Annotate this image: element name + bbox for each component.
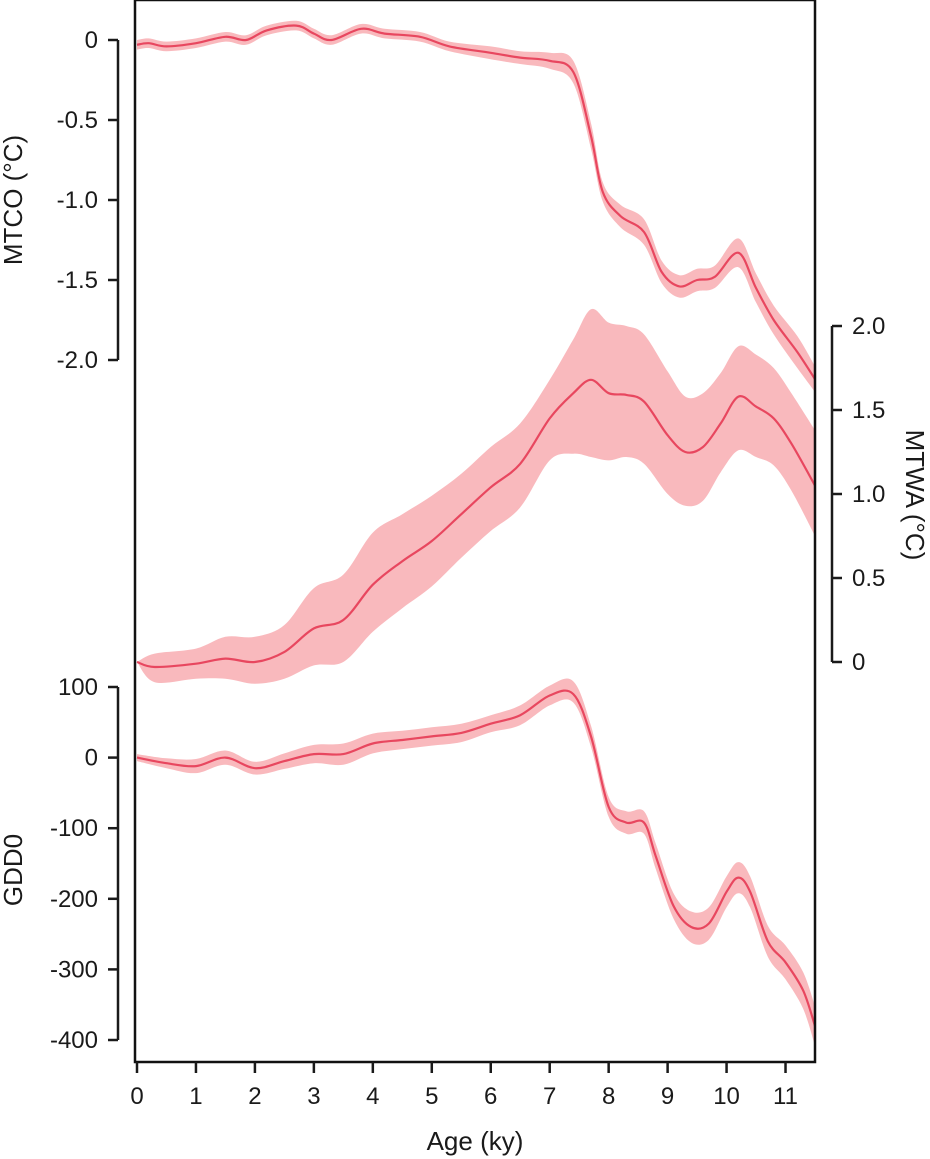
mtwa-tick-label: 1.5	[852, 397, 885, 424]
x-tick-label: 3	[307, 1083, 320, 1110]
mtco-band	[137, 20, 815, 392]
x-tick-label: 0	[130, 1083, 143, 1110]
mtwa-band	[137, 308, 815, 684]
plot-frame	[133, 0, 817, 1064]
gdd0-tick-label: 0	[85, 745, 98, 772]
x-tick-label: 8	[602, 1083, 615, 1110]
gdd0-band	[137, 678, 815, 1046]
mtwa-tick-label: 0	[852, 649, 865, 676]
x-tick-label: 6	[484, 1083, 497, 1110]
gdd0-tick-label: -200	[50, 886, 98, 913]
mtco-axis-title: MTCO (°C)	[0, 135, 28, 265]
x-tick-label: 5	[425, 1083, 438, 1110]
gdd0-line	[136, 689, 817, 1027]
x-tick-label: 4	[366, 1083, 379, 1110]
gdd0-tick-label: -100	[50, 815, 98, 842]
uncertainty-bands	[137, 20, 815, 1046]
mtco-tick-label: -0.5	[57, 107, 98, 134]
mtwa-tick-label: 2.0	[852, 313, 885, 340]
gdd0-tick-label: -400	[50, 1027, 98, 1054]
series-lines	[136, 24, 817, 1027]
mtwa-tick-label: 0.5	[852, 565, 885, 592]
mtco-tick-label: -1.0	[57, 187, 98, 214]
gdd0-tick-label: 100	[58, 674, 98, 701]
mtco-tick-label: -2.0	[57, 347, 98, 374]
gdd0-axis: 100 0 -100 -200 -300 -400	[50, 674, 120, 1054]
x-tick-label: 10	[713, 1083, 740, 1110]
x-axis: 0 1 2 3 4 5 6 7 8 9 10 11	[130, 1062, 798, 1110]
mtco-line	[136, 24, 816, 380]
gdd0-axis-title: GDD0	[0, 834, 28, 906]
gdd0-tick-label: -300	[50, 956, 98, 983]
mtwa-line	[136, 378, 816, 669]
x-axis-title: Age (ky)	[427, 1126, 524, 1156]
x-tick-label: 1	[189, 1083, 202, 1110]
x-tick-label: 9	[661, 1083, 674, 1110]
mtwa-axis-title: MTWA (°C)	[900, 430, 930, 561]
mtco-axis: 0 -0.5 -1.0 -1.5 -2.0	[57, 27, 120, 374]
mtco-tick-label: 0	[85, 27, 98, 54]
mtco-tick-label: -1.5	[57, 267, 98, 294]
mtwa-axis: 0 0.5 1.0 1.5 2.0	[830, 313, 885, 676]
x-tick-label: 7	[543, 1083, 556, 1110]
x-tick-label: 2	[248, 1083, 261, 1110]
x-tick-label: 11	[773, 1083, 798, 1110]
mtwa-tick-label: 1.0	[852, 481, 885, 508]
